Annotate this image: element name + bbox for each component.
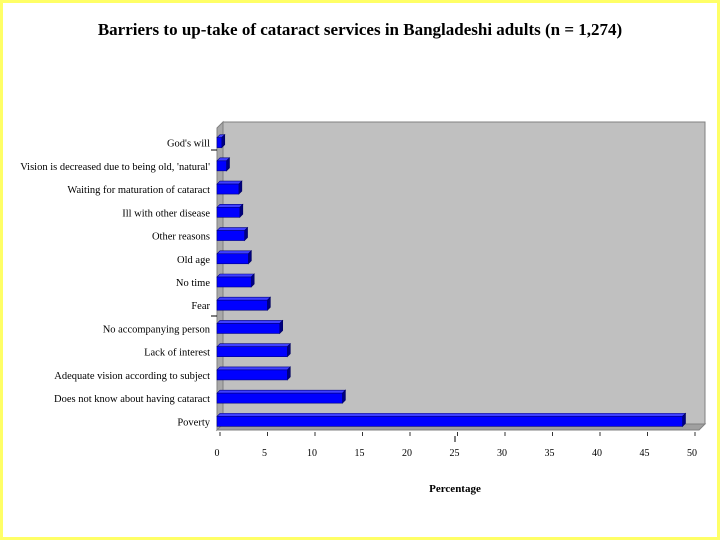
x-axis: 0 5 10 15 20 25 30 35 40 45 50	[215, 432, 697, 459]
bar-top-face	[216, 296, 272, 301]
x-tick-label: 50	[687, 448, 697, 459]
x-tick-label: 0	[215, 448, 220, 459]
bar-front-face	[216, 207, 241, 218]
x-tick-label: 25	[450, 448, 460, 459]
bar	[216, 180, 243, 195]
bars-group	[216, 133, 687, 428]
bar-top-face	[216, 366, 292, 371]
category-label: Does not know about having cataract	[54, 394, 210, 405]
bar	[216, 319, 284, 335]
bar	[216, 342, 292, 358]
bar-top-face	[216, 227, 249, 231]
category-label: No accompanying person	[103, 324, 211, 335]
bar-front-face	[216, 253, 249, 265]
x-tick-label: 15	[355, 448, 365, 459]
category-label: Vision is decreased due to being old, 'n…	[20, 162, 210, 173]
bar-front-face	[216, 299, 268, 311]
bar-front-face	[216, 160, 227, 172]
bar	[216, 133, 226, 149]
bar-top-face	[216, 204, 244, 208]
x-tick-label: 20	[402, 448, 412, 459]
bar-front-face	[216, 416, 683, 427]
bar-front-face	[216, 137, 223, 148]
category-label: Adequate vision according to subject	[54, 371, 210, 382]
category-label: Poverty	[177, 417, 210, 428]
bar	[216, 250, 253, 265]
bar-front-face	[216, 369, 288, 381]
category-label: No time	[176, 278, 210, 289]
bar	[216, 273, 255, 288]
category-labels: God's will Vision is decreased due to bei…	[20, 139, 217, 428]
category-label: Ill with other disease	[122, 208, 210, 219]
bar-front-face	[216, 323, 281, 334]
bar-front-face	[216, 392, 343, 404]
bar	[216, 389, 347, 404]
bar-front-face	[216, 276, 252, 288]
bar-top-face	[216, 413, 687, 417]
category-label: God's will	[167, 139, 210, 150]
bar-front-face	[216, 230, 245, 241]
bar	[216, 226, 249, 242]
x-axis-label: Percentage	[429, 483, 481, 495]
category-label: Other reasons	[152, 232, 210, 243]
category-label: Fear	[191, 301, 210, 312]
bar	[216, 296, 272, 311]
x-tick-label: 45	[640, 448, 650, 459]
category-label: Waiting for maturation of cataract	[67, 185, 210, 196]
bar	[216, 203, 244, 219]
x-tick-label: 10	[307, 448, 317, 459]
bar-top-face	[216, 180, 243, 185]
bar-top-face	[216, 250, 253, 255]
chart-title: Barriers to up-take of cataract services…	[97, 20, 623, 39]
bar-top-face	[216, 273, 255, 278]
bar-top-face	[216, 343, 292, 347]
bar-front-face	[216, 346, 288, 357]
plot-area	[215, 120, 707, 432]
bar	[216, 366, 292, 381]
bar-front-face	[216, 183, 240, 195]
plot-back-wall	[222, 121, 706, 425]
bar-top-face	[216, 320, 284, 324]
bar	[216, 157, 231, 172]
x-tick-label: 30	[497, 448, 507, 459]
category-label: Lack of interest	[144, 348, 210, 359]
category-label: Old age	[177, 255, 210, 266]
x-tick-label: 5	[262, 448, 267, 459]
bar-top-face	[216, 389, 347, 394]
bar	[216, 412, 687, 428]
x-tick-label: 35	[545, 448, 555, 459]
x-tick-label: 40	[592, 448, 602, 459]
